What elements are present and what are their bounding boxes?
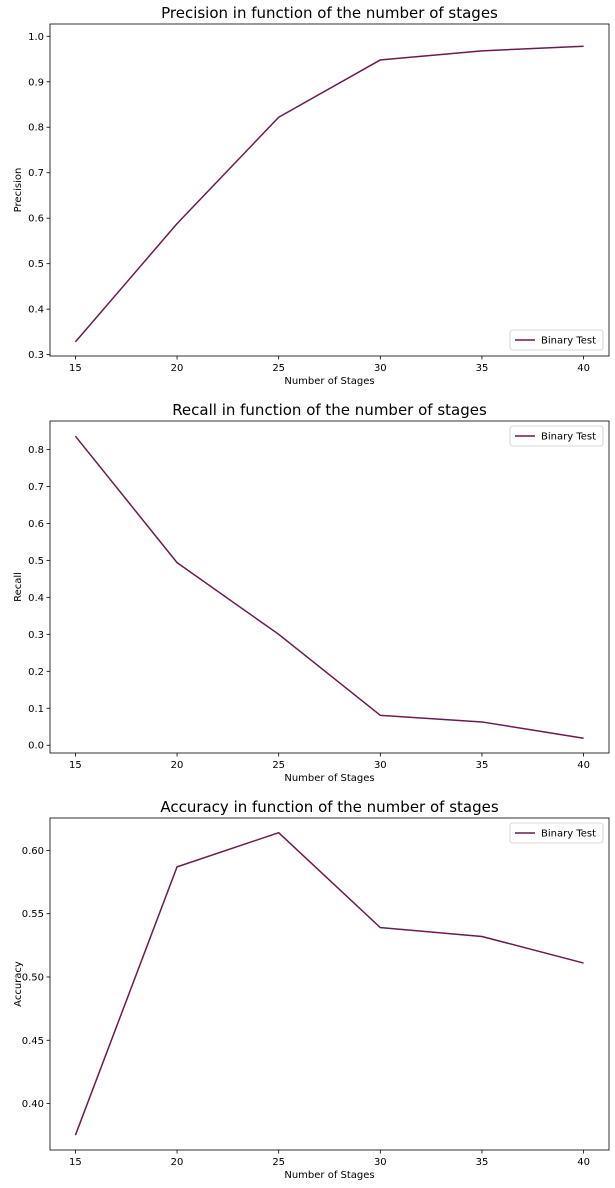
y-tick-label: 0.4 [28, 593, 44, 604]
y-axis-label: Precision [13, 168, 24, 213]
y-tick-label: 0.1 [28, 704, 44, 715]
legend: Binary Test [509, 822, 604, 844]
chart-panel-1: Precision in function of the number of s… [13, 4, 610, 387]
plot-frame [49, 23, 610, 357]
series-line [74, 831, 584, 1136]
legend-box [509, 822, 604, 844]
y-tick-label: 0.0 [28, 741, 44, 752]
legend: Binary Test [509, 329, 604, 351]
y-tick-label: 0.5 [28, 556, 44, 567]
x-tick-label: 25 [272, 1157, 285, 1168]
y-tick-label: 0.8 [28, 445, 44, 456]
y-axis-label: Recall [13, 572, 24, 602]
series-line [74, 435, 584, 739]
x-axis-label: Number of Stages [284, 1170, 374, 1181]
legend-box [509, 425, 604, 447]
y-tick-label: 0.40 [22, 1099, 44, 1110]
legend: Binary Test [509, 425, 604, 447]
y-tick-label: 0.3 [28, 350, 44, 361]
x-tick-label: 35 [476, 363, 489, 374]
x-tick-label: 30 [374, 363, 387, 374]
x-tick-label: 15 [69, 760, 82, 771]
x-tick-label: 40 [577, 760, 590, 771]
x-tick-label: 40 [577, 363, 590, 374]
x-tick-label: 30 [374, 1157, 387, 1168]
y-tick-label: 0.5 [28, 259, 44, 270]
y-tick-label: 0.6 [28, 214, 44, 225]
x-tick-label: 20 [171, 363, 184, 374]
legend-label: Binary Test [541, 336, 596, 347]
x-tick-label: 15 [69, 363, 82, 374]
x-tick-label: 25 [272, 363, 285, 374]
y-tick-label: 0.4 [28, 305, 44, 316]
x-tick-label: 40 [577, 1157, 590, 1168]
y-tick-label: 0.55 [22, 909, 44, 920]
x-axis-label: Number of Stages [284, 376, 374, 387]
y-tick-label: 0.3 [28, 630, 44, 641]
y-tick-label: 0.60 [22, 846, 44, 857]
y-tick-label: 0.8 [28, 123, 44, 134]
x-tick-label: 20 [171, 1157, 184, 1168]
x-tick-label: 25 [272, 760, 285, 771]
x-tick-label: 30 [374, 760, 387, 771]
y-tick-label: 0.7 [28, 168, 44, 179]
x-tick-label: 15 [69, 1157, 82, 1168]
chart-panel-2: Recall in function of the number of stag… [13, 401, 610, 784]
y-tick-label: 0.7 [28, 482, 44, 493]
chart-title: Precision in function of the number of s… [161, 4, 498, 22]
x-tick-label: 20 [171, 760, 184, 771]
y-tick-label: 0.9 [28, 77, 44, 88]
y-tick-label: 1.0 [28, 32, 44, 43]
chart-title: Recall in function of the number of stag… [172, 401, 487, 419]
y-tick-label: 0.50 [22, 972, 44, 983]
legend-box [509, 329, 604, 351]
chart-panel-3: Accuracy in function of the number of st… [13, 798, 610, 1181]
y-axis-label: Accuracy [13, 961, 24, 1007]
legend-label: Binary Test [541, 432, 596, 443]
x-tick-label: 35 [476, 760, 489, 771]
x-axis-label: Number of Stages [284, 773, 374, 784]
y-tick-label: 0.6 [28, 519, 44, 530]
y-tick-label: 0.2 [28, 667, 44, 678]
x-tick-label: 35 [476, 1157, 489, 1168]
legend-label: Binary Test [541, 829, 596, 840]
plot-frame [49, 817, 610, 1151]
chart-title: Accuracy in function of the number of st… [160, 798, 499, 816]
plot-frame [49, 420, 610, 754]
series-line [74, 45, 584, 343]
y-tick-label: 0.45 [22, 1036, 44, 1047]
